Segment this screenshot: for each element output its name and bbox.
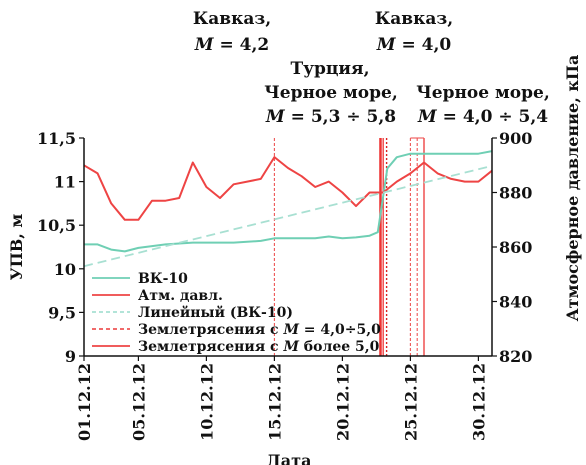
legend-label-0: ВК-10	[138, 271, 188, 287]
y-ticks-right: 820 840 860 880 900	[492, 129, 532, 366]
x-ticks: 01.12.12 05.12.12 10.12.12 15.12.12 20.12.12…	[75, 356, 488, 441]
y-axis-right-label: Атмосферное давление, кПа	[563, 55, 582, 322]
x-tick-label-4: 20.12.12	[333, 363, 352, 441]
x-tick-label-2: 10.12.12	[197, 363, 216, 441]
y-left-tick-label-3: 10,5	[37, 216, 76, 235]
legend-label-3: Землетрясения с M = 4,0÷5,0	[138, 322, 381, 338]
y-right-tick-label-2: 860	[499, 238, 532, 257]
y-left-tick-label-2: 10	[54, 260, 76, 279]
legend-label-1: Атм. давл.	[138, 288, 223, 304]
annotation-turkey-line1: Турция,	[290, 59, 369, 79]
annotation-turkey-line3: M = 5,3 ÷ 5,8	[265, 107, 396, 127]
annotation-caucasus-42-line2: M = 4,2	[194, 35, 270, 55]
y-left-tick-label-1: 9,5	[48, 303, 76, 322]
x-tick-label-6: 30.12.12	[469, 363, 488, 441]
annotation-turkey-line2: Черное море,	[264, 83, 397, 103]
earthquake-annotations: Кавказ, M = 4,2 Кавказ, M = 4,0 Турция, …	[193, 9, 550, 127]
series-line-0	[84, 150, 493, 253]
annotation-blacksea-line2: M = 4,0 ÷ 5,4	[417, 107, 548, 127]
series-line-1	[83, 156, 493, 221]
x-tick-label-3: 15.12.12	[265, 363, 284, 441]
series-line-2	[83, 165, 493, 268]
y-ticks-left: 9 9,5 10 10,5 11 11,5	[37, 129, 84, 366]
x-tick-label-1: 05.12.12	[129, 363, 148, 441]
y-right-tick-label-0: 820	[499, 347, 532, 366]
annotation-caucasus-40-line2: M = 4,0	[376, 35, 452, 55]
annotation-blacksea-line1: Черное море,	[416, 83, 549, 103]
y-right-tick-label-1: 840	[499, 293, 532, 312]
x-tick-label-0: 01.12.12	[75, 363, 94, 441]
y-left-tick-label-5: 11,5	[37, 129, 76, 148]
y-right-tick-label-3: 880	[499, 184, 532, 203]
annotation-caucasus-42-line1: Кавказ,	[193, 9, 271, 29]
legend-label-4: Землетрясения с M более 5,0	[138, 339, 380, 355]
series-layer	[83, 150, 493, 268]
y-right-tick-label-4: 900	[499, 129, 532, 148]
y-left-tick-label-0: 9	[65, 347, 76, 366]
y-left-tick-label-4: 11	[54, 173, 76, 192]
x-axis-label: Дата	[267, 451, 312, 465]
x-tick-label-5: 25.12.12	[401, 363, 420, 441]
annotation-caucasus-40-line1: Кавказ,	[375, 9, 453, 29]
y-axis-left-label: УПВ, м	[7, 214, 26, 281]
legend-label-2: Линейный (ВК-10)	[138, 304, 293, 321]
